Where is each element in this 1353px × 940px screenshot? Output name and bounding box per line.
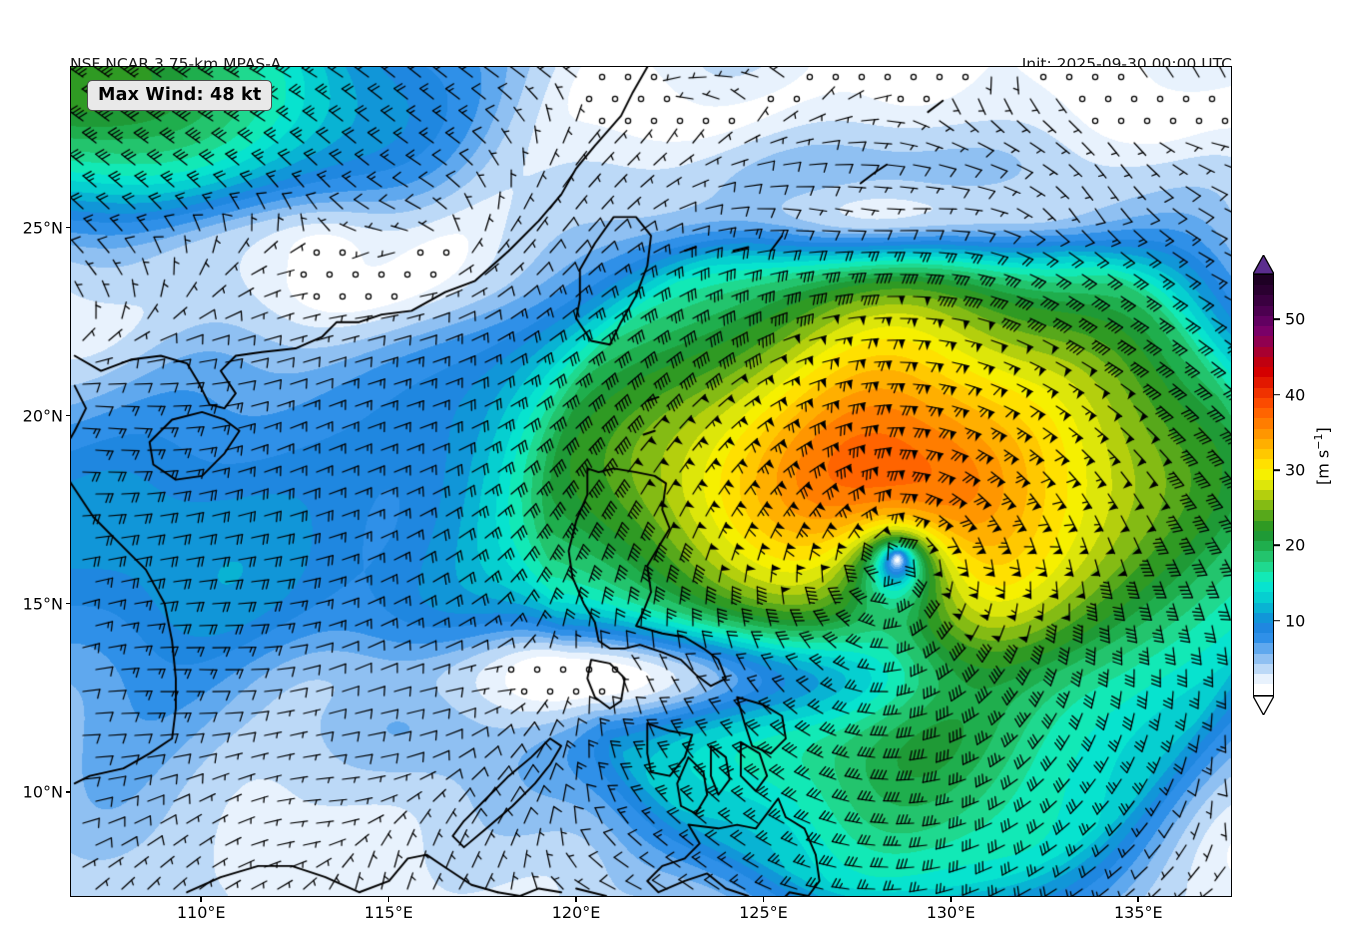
colorbar-segment [1254, 285, 1273, 296]
x-tickmark [762, 897, 765, 902]
colorbar-segment [1254, 541, 1273, 552]
colorbar-segment [1254, 622, 1273, 634]
wind-speed-field-canvas [71, 67, 1231, 896]
colorbar-segment [1254, 295, 1273, 306]
colorbar-segment [1254, 356, 1273, 368]
colorbar-segment [1254, 346, 1273, 357]
colorbar-segment [1254, 336, 1273, 347]
colorbar-segment [1254, 612, 1273, 623]
colorbar-segment [1254, 418, 1273, 429]
x-tickmark [575, 897, 577, 902]
x-tickmark [950, 897, 952, 902]
colorbar-segment [1254, 275, 1273, 286]
x-axis-label: 110°E [176, 903, 226, 922]
colorbar-segment [1254, 500, 1273, 511]
colorbar-segment [1254, 592, 1273, 603]
colorbar-segment [1254, 479, 1273, 490]
colorbar-segment [1254, 367, 1273, 378]
y-tickmark [65, 414, 70, 417]
colorbar [1253, 255, 1274, 715]
y-tickmark [65, 226, 70, 229]
map-plot-area: Max Wind: 48 kt [70, 66, 1232, 897]
colorbar-tick-label: 10 [1285, 611, 1306, 631]
y-tickmark [65, 790, 70, 793]
colorbar-segment [1254, 643, 1273, 654]
colorbar-tickmark [1274, 469, 1280, 471]
x-axis-label: 120°E [551, 903, 601, 922]
colorbar-label-exponent: −1 [1312, 433, 1325, 450]
max-wind-annotation: Max Wind: 48 kt [87, 80, 273, 111]
colorbar-tickmark [1274, 544, 1280, 547]
x-axis-label: 130°E [926, 903, 976, 922]
colorbar-segment [1254, 663, 1273, 675]
colorbar-segment [1254, 489, 1273, 501]
x-axis-label: 115°E [364, 903, 413, 922]
colorbar-segment [1254, 397, 1273, 409]
x-axis-label: 125°E [739, 903, 788, 922]
colorbar-tickmark [1274, 318, 1280, 320]
colorbar-segment [1254, 684, 1273, 695]
colorbar-segment [1254, 530, 1273, 542]
y-axis-label: 25°N [22, 218, 63, 238]
colorbar-segment [1254, 438, 1273, 449]
colorbar-segment [1254, 459, 1273, 470]
x-tickmark [387, 897, 390, 902]
colorbar-segment [1254, 520, 1273, 531]
colorbar-segment [1254, 428, 1273, 439]
y-axis-label: 10°N [22, 782, 63, 802]
colorbar-segment [1254, 561, 1273, 572]
colorbar-segment [1254, 571, 1273, 583]
colorbar-segment [1254, 602, 1273, 613]
x-tickmark [200, 897, 202, 902]
colorbar-segment [1254, 408, 1273, 419]
y-axis-label: 15°N [22, 594, 63, 614]
x-axis-label: 135°E [1113, 903, 1163, 922]
colorbar-over-arrow-icon [1253, 255, 1274, 274]
colorbar-tickmark [1274, 619, 1280, 622]
colorbar-under-arrow-icon [1253, 696, 1274, 715]
colorbar-segment [1254, 582, 1273, 593]
y-axis-label: 20°N [22, 406, 63, 426]
colorbar-segment [1254, 326, 1273, 337]
x-tickmark [1137, 897, 1140, 902]
colorbar-label-close: ] [1313, 427, 1333, 434]
colorbar-tickmark [1274, 393, 1280, 396]
colorbar-segment [1254, 674, 1273, 685]
colorbar-gradient [1253, 274, 1274, 696]
colorbar-axis-label: [m s−1] [1312, 427, 1332, 485]
colorbar-tick-label: 50 [1285, 309, 1306, 329]
colorbar-segment [1254, 387, 1273, 398]
colorbar-tick-label: 20 [1285, 535, 1306, 555]
colorbar-label-text: [m s [1313, 449, 1333, 485]
y-tickmark [65, 602, 70, 605]
colorbar-tick-label: 30 [1285, 460, 1306, 480]
colorbar-segment [1254, 448, 1273, 460]
colorbar-segment [1254, 510, 1273, 521]
colorbar-segment [1254, 551, 1273, 562]
colorbar-segment [1254, 315, 1273, 327]
colorbar-segment [1254, 305, 1273, 316]
colorbar-segment [1254, 377, 1273, 388]
colorbar-tick-label: 40 [1285, 385, 1306, 405]
colorbar-segment [1254, 469, 1273, 480]
colorbar-segment [1254, 653, 1273, 664]
colorbar-segment [1254, 633, 1273, 644]
